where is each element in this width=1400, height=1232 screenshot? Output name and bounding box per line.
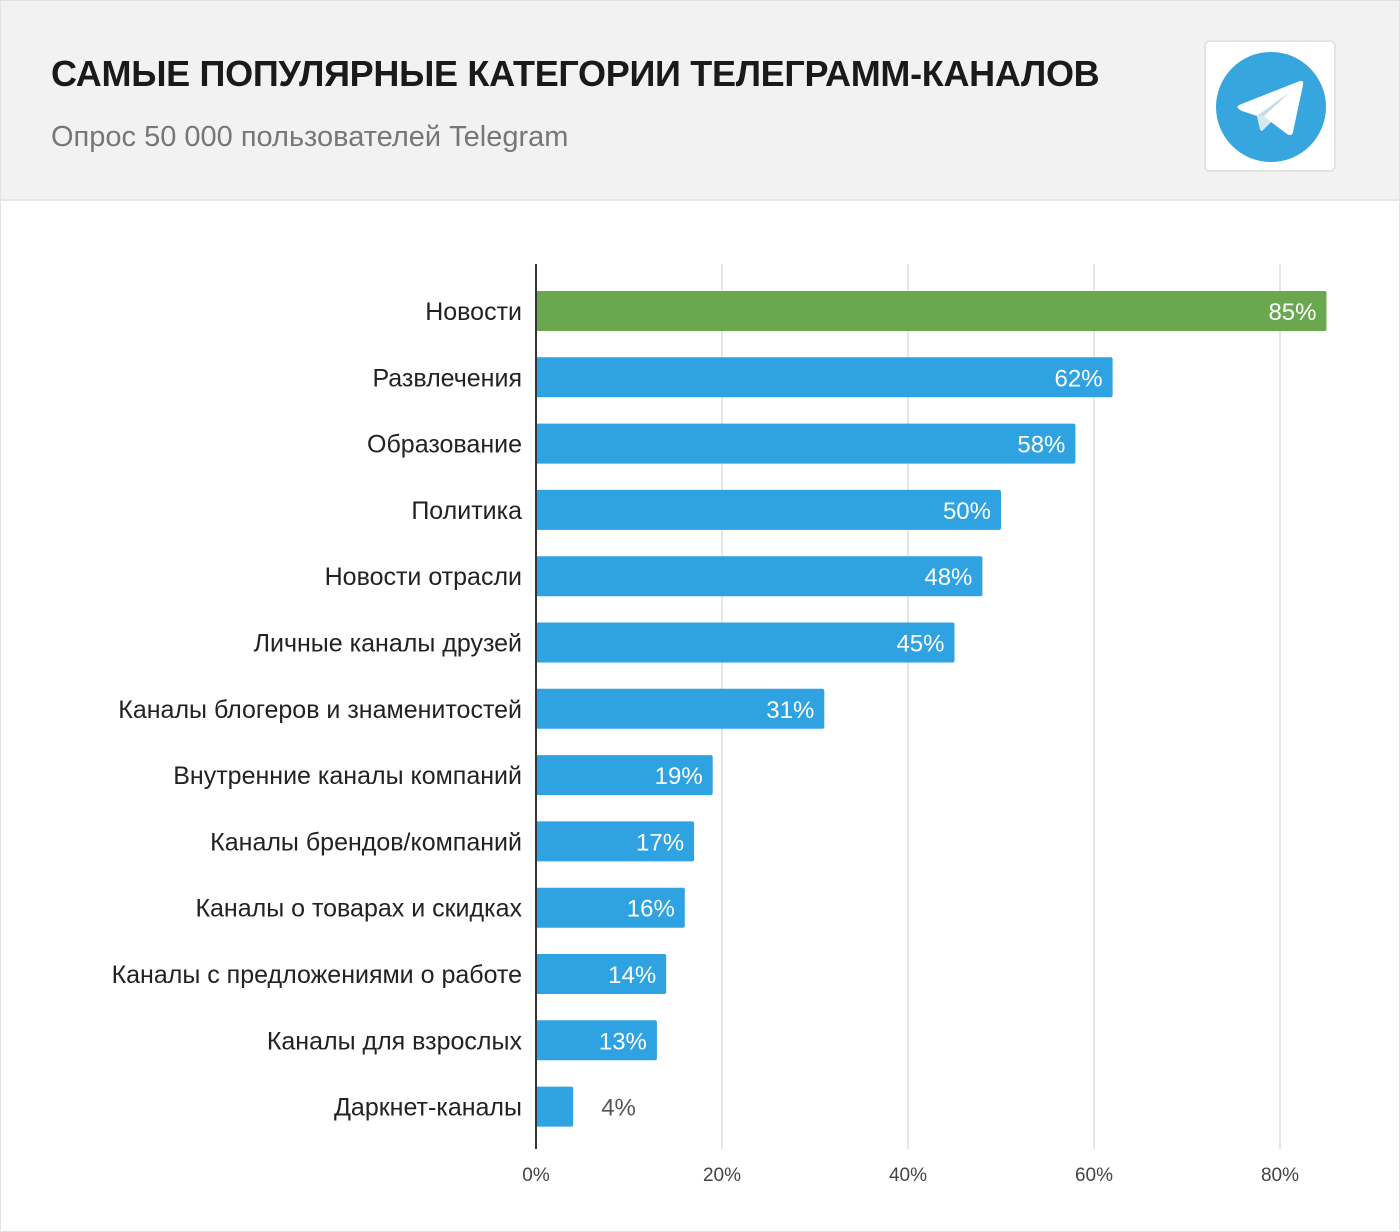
- value-label-1: 85%: [1268, 299, 1316, 326]
- category-label-10: Каналы о товарах и скидках: [195, 895, 522, 923]
- value-label-9: 17%: [636, 829, 684, 856]
- value-label-12: 13%: [599, 1028, 647, 1055]
- x-tick-label-60: 60%: [1075, 1165, 1113, 1186]
- category-label-5: Новости отрасли: [325, 563, 522, 591]
- category-label-3: Образование: [367, 431, 522, 459]
- value-label-2: 62%: [1055, 365, 1103, 392]
- bar-1: [536, 291, 1327, 331]
- bar-5: [536, 556, 983, 597]
- bar-10: [536, 887, 685, 928]
- bar-9: [536, 821, 695, 862]
- logo-container: [1204, 40, 1336, 172]
- category-label-11: Каналы с предложениями о работе: [112, 961, 522, 989]
- value-label-13: 4%: [601, 1095, 636, 1122]
- value-label-5: 48%: [924, 564, 972, 591]
- x-tick-label-0: 0%: [522, 1165, 550, 1186]
- value-label-3: 58%: [1017, 432, 1065, 459]
- telegram-logo-icon: [1216, 52, 1326, 162]
- category-label-6: Личные каналы друзей: [254, 630, 522, 658]
- bar-8: [536, 755, 713, 796]
- value-label-7: 31%: [766, 697, 814, 724]
- category-label-2: Развлечения: [372, 364, 522, 392]
- bar-12: [536, 1020, 657, 1061]
- category-label-8: Внутренние каналы компаний: [173, 762, 522, 790]
- bar-3: [536, 423, 1076, 464]
- bar-13: [536, 1086, 574, 1127]
- category-label-7: Каналы блогеров и знаменитостей: [118, 696, 522, 724]
- bar-7: [536, 688, 825, 729]
- value-label-6: 45%: [896, 631, 944, 658]
- bar-2: [536, 357, 1113, 398]
- category-label-4: Политика: [411, 497, 522, 525]
- value-label-4: 50%: [943, 498, 991, 525]
- page-title: САМЫЕ ПОПУЛЯРНЫЕ КАТЕГОРИИ ТЕЛЕГРАММ-КАН…: [51, 53, 1100, 94]
- x-tick-label-40: 40%: [889, 1165, 927, 1186]
- category-label-9: Каналы брендов/компаний: [210, 828, 522, 856]
- bar-11: [536, 954, 667, 994]
- x-tick-label-20: 20%: [703, 1165, 741, 1186]
- page-subtitle: Опрос 50 000 пользователей Telegram: [51, 121, 569, 153]
- x-tick-label-80: 80%: [1261, 1165, 1299, 1186]
- value-label-8: 19%: [655, 763, 703, 790]
- bar-4: [536, 489, 1001, 530]
- header: САМЫЕ ПОПУЛЯРНЫЕ КАТЕГОРИИ ТЕЛЕГРАММ-КАН…: [1, 1, 1399, 201]
- value-label-11: 14%: [608, 962, 656, 989]
- category-label-13: Даркнет-каналы: [334, 1094, 522, 1122]
- bar-6: [536, 622, 955, 663]
- value-label-10: 16%: [627, 896, 675, 923]
- category-label-1: Новости: [425, 298, 522, 326]
- category-label-12: Каналы для взрослых: [267, 1027, 523, 1055]
